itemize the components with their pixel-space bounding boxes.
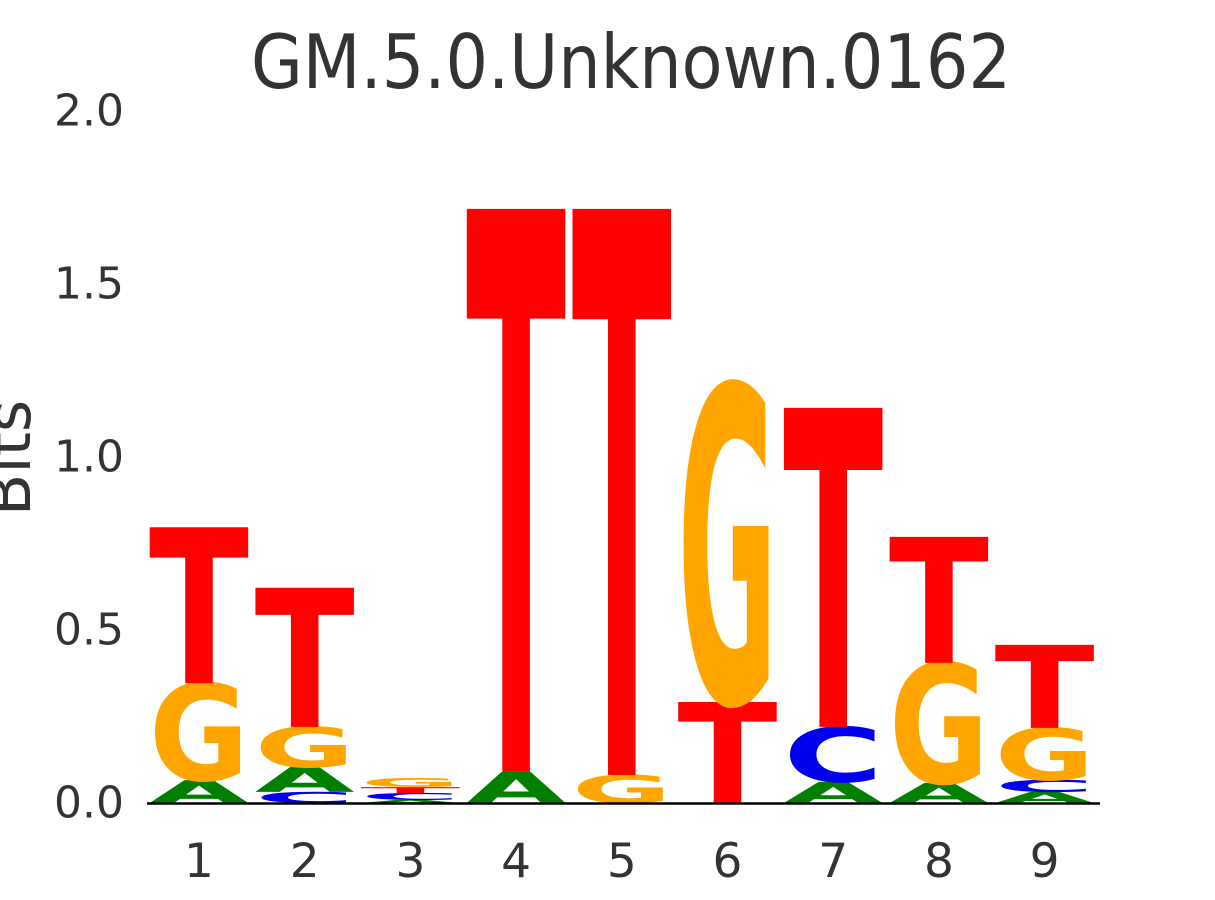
- logo-letter-T-pos5: T: [572, 54, 673, 900]
- x-tick-label: 4: [501, 834, 531, 889]
- x-tick-label: 5: [607, 834, 637, 889]
- x-tick-label: 7: [818, 834, 848, 889]
- y-tick-label: 1.0: [54, 432, 124, 483]
- logo-letter-T-pos8: T: [889, 504, 989, 705]
- logo-letter-G-pos3: G: [360, 776, 460, 790]
- x-tick-label: 6: [713, 834, 743, 889]
- logo-letter-C-pos9: C: [995, 776, 1095, 795]
- x-tick-labels: 1 2 3 4 5 6 7 8 9: [184, 834, 1060, 889]
- x-tick-label: 3: [395, 834, 425, 889]
- logo-letter-A-pos9: A: [995, 789, 1095, 807]
- logo-letter-A-pos3: A: [360, 799, 460, 804]
- y-tick-label: 2.0: [54, 86, 124, 137]
- logo-letter-C-pos2: C: [255, 789, 355, 807]
- logo-letter-T-pos1: T: [149, 486, 249, 735]
- y-tick-labels: 0.0 0.5 1.0 1.5 2.0: [54, 86, 124, 829]
- x-tick-label: 9: [1030, 834, 1060, 889]
- logo-letter-C-pos3: C: [360, 791, 460, 802]
- logo-letter-T-pos4: T: [466, 55, 567, 900]
- y-tick-label: 0.0: [54, 778, 124, 829]
- logo-letter-T-pos9: T: [995, 624, 1095, 756]
- logo-letter-G-pos8: G: [889, 632, 989, 823]
- x-tick-label: 2: [290, 834, 320, 889]
- logo-letter-C-pos7: C: [783, 712, 883, 800]
- logo-letter-A-pos4: A: [466, 764, 567, 813]
- logo-letter-A-pos2: A: [255, 760, 355, 800]
- logo-letter-G-pos1: G: [149, 657, 249, 812]
- x-tick-label: 1: [184, 834, 214, 889]
- logo-letter-G-pos6: G: [678, 300, 778, 806]
- chart-title: GM.5.0.Unknown.0162: [251, 18, 1011, 106]
- x-tick-label: 8: [924, 834, 954, 889]
- y-axis-label: Bits: [0, 400, 45, 516]
- y-tick-label: 1.5: [54, 259, 124, 310]
- logo-letter-G-pos9: G: [995, 714, 1095, 797]
- y-tick-label: 0.5: [54, 605, 124, 656]
- logo-letter-T-pos6: T: [678, 676, 778, 837]
- logo-letter-T-pos7: T: [783, 320, 884, 830]
- logo-letter-G-pos2: G: [255, 717, 355, 781]
- logo-letter-T-pos3: T: [360, 785, 460, 794]
- logo-letter-T-pos2: T: [255, 550, 355, 772]
